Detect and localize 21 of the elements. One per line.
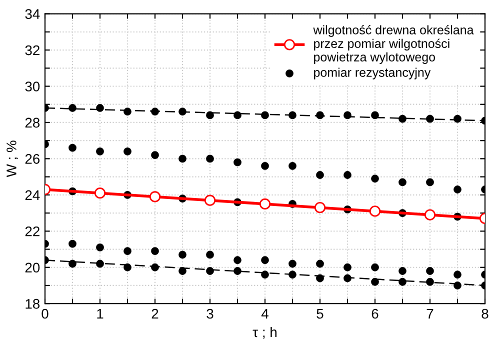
x-axis-title: τ ; h	[252, 326, 276, 339]
x-tick-label: 4	[261, 308, 268, 319]
x-tick-label: 6	[372, 308, 378, 319]
y-tick-label: 20	[25, 262, 40, 273]
x-tick-label: 0	[42, 308, 48, 319]
x-tick-label: 2	[152, 308, 158, 319]
y-tick-label: 22	[25, 226, 40, 236]
y-tick-label: 18	[26, 298, 40, 309]
y-tick-label: 28	[25, 118, 40, 128]
x-tick-label: 3	[206, 308, 214, 319]
x-tick-label: 5	[316, 308, 324, 319]
y-tick-label: 34	[25, 9, 40, 19]
y-axis-title: W ; %	[6, 140, 18, 178]
x-tick-label: 8	[482, 308, 488, 319]
y-tick-label: 24	[25, 190, 40, 200]
legend-label: pomiar rezystancyjny	[314, 68, 431, 80]
y-tick-label: 30	[25, 82, 40, 92]
y-tick-label: 26	[25, 154, 40, 164]
y-tick-label: 32	[25, 45, 40, 56]
x-tick-label: 7	[426, 308, 434, 319]
x-tick-label: 1	[97, 308, 104, 319]
